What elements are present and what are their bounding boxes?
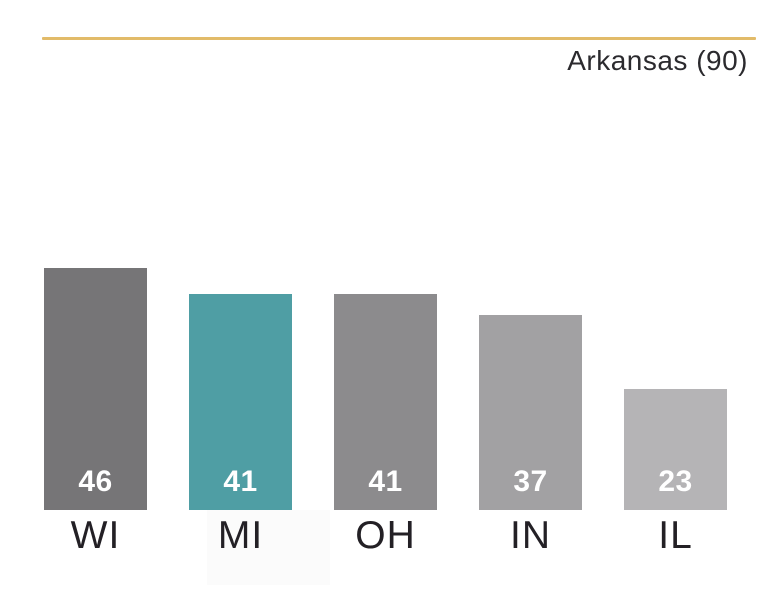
bar-group-il: 23 IL xyxy=(624,389,727,560)
bar-group-wi: 46 WI xyxy=(44,268,147,560)
bar-value-label: 41 xyxy=(368,465,403,498)
category-label-oh: OH xyxy=(355,514,416,557)
bar-oh: 41 xyxy=(334,294,437,510)
chart-annotation-arkansas: Arkansas (90) xyxy=(567,45,748,76)
category-label-wi: WI xyxy=(70,514,121,557)
bar-value-label: 23 xyxy=(658,465,693,498)
bar-chart-plot-area: 46 WI 41 MI 41 OH 37 IN 23 IL xyxy=(44,0,727,560)
bar-mi: 41 xyxy=(189,294,292,510)
bar-group-in: 37 IN xyxy=(479,315,582,560)
bar-value-label: 46 xyxy=(78,465,113,498)
bar-in: 37 xyxy=(479,315,582,510)
top-accent-rule xyxy=(42,37,756,40)
bar-group-mi: 41 MI xyxy=(189,294,292,560)
bar-value-label: 37 xyxy=(513,465,548,498)
bar-group-oh: 41 OH xyxy=(334,294,437,560)
category-label-mi: MI xyxy=(217,514,264,557)
bar-il: 23 xyxy=(624,389,727,510)
bar-value-label: 41 xyxy=(223,465,258,498)
category-label-il: IL xyxy=(658,514,693,557)
bar-wi: 46 xyxy=(44,268,147,510)
highlight-shadow xyxy=(207,510,330,585)
category-label-in: IN xyxy=(510,514,551,557)
